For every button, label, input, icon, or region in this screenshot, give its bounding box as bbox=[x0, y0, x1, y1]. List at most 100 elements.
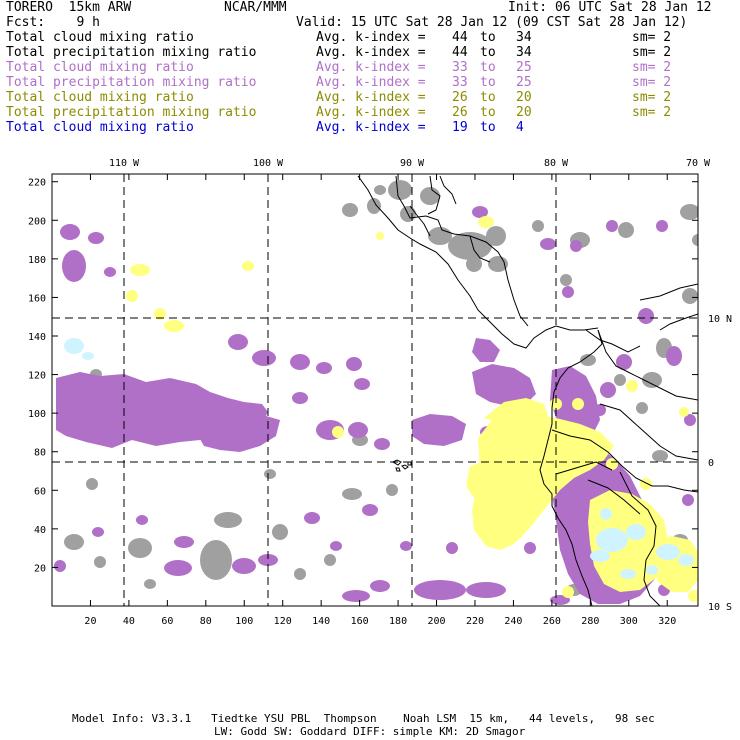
longitude-label: 90 W bbox=[400, 158, 425, 169]
legend-to: 25 bbox=[516, 60, 532, 75]
purple-cloud-patch bbox=[54, 560, 66, 572]
gray-cloud-patch bbox=[618, 222, 634, 238]
longitude-label: 80 W bbox=[544, 158, 569, 169]
yellow-cloud-patch bbox=[376, 232, 384, 240]
latitude-label: 10 N bbox=[708, 314, 732, 325]
x-tick-label: 180 bbox=[389, 616, 407, 627]
island-coast bbox=[585, 329, 641, 353]
x-tick-label: 200 bbox=[427, 616, 445, 627]
cyan-cloud-patch bbox=[596, 528, 628, 552]
gray-cloud-patch bbox=[374, 185, 386, 195]
y-tick-label: 120 bbox=[28, 371, 46, 382]
purple-cloud-patch bbox=[88, 232, 104, 244]
yellow-cloud-patch bbox=[130, 264, 150, 276]
yellow-cloud-patch bbox=[679, 407, 689, 417]
gray-cloud-patch bbox=[428, 227, 452, 245]
gray-cloud-patch bbox=[214, 512, 242, 528]
model-info-line-2: LW: Godd SW: Goddard DIFF: simple KM: 2D… bbox=[214, 725, 526, 738]
purple-cloud-patch bbox=[562, 286, 574, 298]
purple-cloud-patch bbox=[540, 238, 556, 250]
cyan-cloud-patch bbox=[678, 554, 694, 566]
yucatan-coast bbox=[427, 175, 441, 215]
purple-cloud-patch bbox=[550, 595, 570, 605]
y-tick-label: 140 bbox=[28, 332, 46, 343]
yellow-cloud-patch bbox=[242, 261, 254, 271]
y-tick-label: 40 bbox=[34, 525, 46, 536]
purple-cloud-patch bbox=[374, 438, 390, 450]
purple-cloud-patch bbox=[104, 267, 116, 277]
purple-cloud-patch bbox=[446, 542, 458, 554]
y-tick-label: 20 bbox=[34, 563, 46, 574]
central-america-coast bbox=[357, 175, 599, 349]
legend-from: 44 bbox=[452, 30, 468, 45]
gray-cloud-patch bbox=[86, 478, 98, 490]
legend-smoothing: sm= 2 bbox=[632, 105, 672, 120]
purple-cloud-patch bbox=[316, 362, 332, 374]
purple-cloud-patch bbox=[62, 250, 86, 282]
gray-cloud-patch bbox=[466, 256, 482, 272]
gray-cloud-patch bbox=[682, 288, 698, 304]
y-tick-label: 220 bbox=[28, 178, 46, 189]
gray-cloud-patch bbox=[324, 554, 336, 566]
legend-avg-label: Avg. k-index = bbox=[316, 45, 426, 60]
legend-to: 20 bbox=[516, 105, 532, 120]
legend-field: Total cloud mixing ratio bbox=[6, 120, 194, 135]
x-tick-label: 240 bbox=[504, 616, 522, 627]
purple-cloud-patch bbox=[304, 512, 320, 524]
purple-cloud-patch bbox=[656, 220, 668, 232]
y-tick-label: 80 bbox=[34, 448, 46, 459]
longitude-labels: 110 W 100 W 90 W 80 W 70 W bbox=[109, 158, 711, 169]
purple-cloud-band bbox=[196, 410, 280, 452]
latitude-label: 0 bbox=[708, 458, 714, 469]
legend-to: 4 bbox=[516, 120, 524, 135]
gray-cloud-patch bbox=[128, 538, 152, 558]
gray-cloud-patch bbox=[448, 232, 492, 260]
gray-cloud-patch bbox=[144, 579, 156, 589]
south-america-coast bbox=[539, 329, 603, 606]
gray-cloud-patch bbox=[692, 234, 698, 246]
x-tick-label: 300 bbox=[620, 616, 638, 627]
purple-cloud-patch bbox=[290, 354, 310, 370]
gray-cloud-patch bbox=[200, 540, 232, 580]
purple-cloud-patch bbox=[348, 422, 368, 438]
gray-cloud-patch bbox=[652, 450, 668, 462]
purple-cloud-patch bbox=[252, 350, 276, 366]
legend-smoothing: sm= 2 bbox=[632, 75, 672, 90]
gray-cloud-patch bbox=[342, 488, 362, 500]
purple-cloud-patch bbox=[638, 308, 654, 324]
x-tick-label: 20 bbox=[84, 616, 96, 627]
purple-cloud-patch bbox=[258, 554, 278, 566]
x-tick-label: 40 bbox=[123, 616, 135, 627]
coastlines bbox=[357, 175, 698, 606]
longitude-label: 70 W bbox=[686, 158, 711, 169]
gray-cloud-patch bbox=[636, 402, 648, 414]
y-tick-label: 200 bbox=[28, 216, 46, 227]
gray-cloud-patch bbox=[532, 220, 544, 232]
gray-cloud-patch bbox=[342, 203, 358, 217]
legend-from: 44 bbox=[452, 45, 468, 60]
country-border bbox=[597, 329, 698, 401]
latitude-label: 10 S bbox=[708, 602, 732, 613]
yellow-cloud-patch bbox=[606, 458, 618, 470]
legend-to-word: to bbox=[480, 60, 496, 75]
purple-cloud-patch bbox=[232, 558, 256, 574]
legend-field: Total precipitation mixing ratio bbox=[6, 75, 257, 90]
gray-cloud-patch bbox=[367, 198, 381, 214]
purple-cloud-patch bbox=[174, 536, 194, 548]
y-tick-label: 160 bbox=[28, 293, 46, 304]
purple-cloud-patch bbox=[164, 560, 192, 576]
yellow-cloud-patch bbox=[164, 320, 184, 332]
gray-cloud-patch bbox=[614, 374, 626, 386]
x-tick-label: 280 bbox=[581, 616, 599, 627]
purple-cloud-patch bbox=[354, 378, 370, 390]
purple-cloud-patch bbox=[136, 515, 148, 525]
purple-cloud-patch bbox=[666, 346, 682, 366]
purple-cloud-patch bbox=[60, 224, 80, 240]
purple-cloud-patch bbox=[466, 582, 506, 598]
purple-cloud-patch bbox=[524, 542, 536, 554]
legend-field: Total precipitation mixing ratio bbox=[6, 105, 257, 120]
legend-avg-label: Avg. k-index = bbox=[316, 105, 426, 120]
legend-smoothing: sm= 2 bbox=[632, 45, 672, 60]
longitude-label: 110 W bbox=[109, 158, 140, 169]
legend-smoothing: sm= 2 bbox=[632, 90, 672, 105]
